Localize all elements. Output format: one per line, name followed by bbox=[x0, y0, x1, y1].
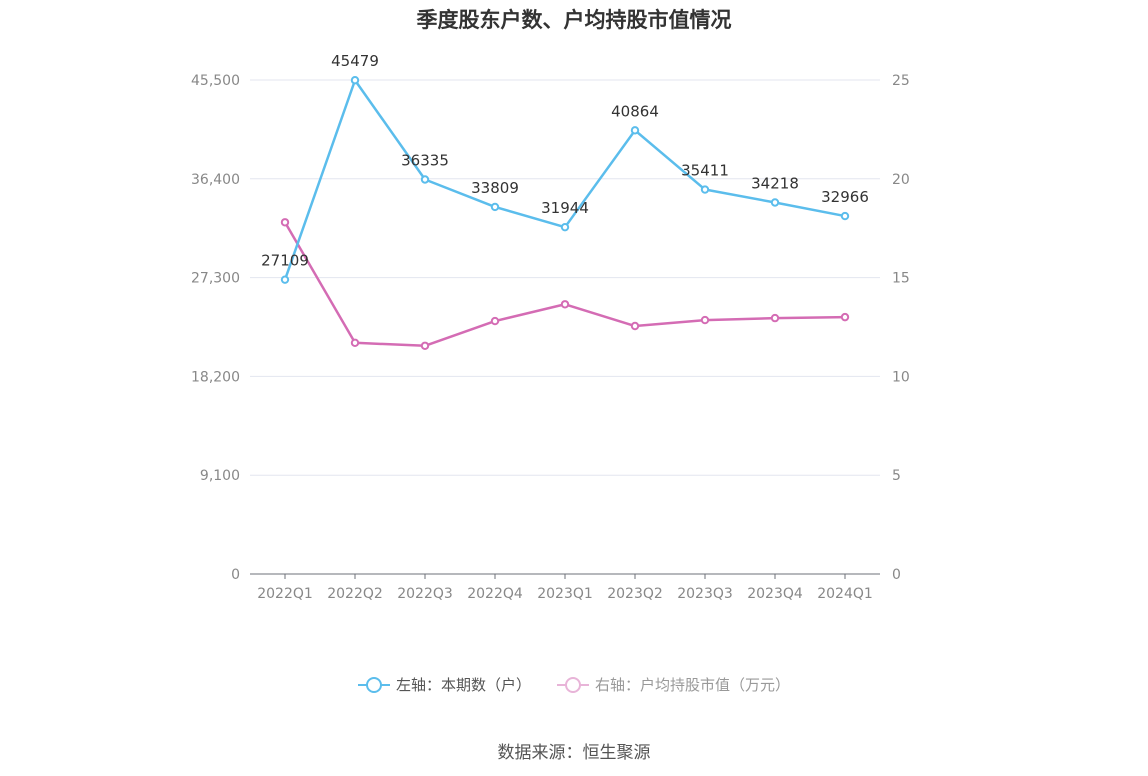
right-tick-label: 25 bbox=[892, 73, 910, 89]
data-source-note: 数据来源：恒生聚源 bbox=[497, 743, 651, 763]
legend-line-icon bbox=[357, 676, 390, 693]
point-avg-value bbox=[700, 315, 710, 325]
legend-label-left: 左轴：本期数（户） bbox=[395, 676, 531, 694]
point-shareholders bbox=[700, 185, 710, 194]
chart-title: 季度股东户数、户均持股市值情况 bbox=[416, 8, 732, 32]
point-shareholders bbox=[350, 76, 360, 85]
point-shareholders bbox=[630, 126, 640, 135]
gridlines bbox=[250, 79, 880, 476]
point-avg-value bbox=[840, 312, 850, 322]
point-shareholders bbox=[560, 222, 570, 232]
point-shareholders bbox=[420, 175, 430, 184]
data-label: 35411 bbox=[681, 162, 729, 180]
left-tick-label: 9,100 bbox=[200, 468, 240, 484]
point-avg-value bbox=[770, 313, 780, 323]
x-tick-label: 2022Q4 bbox=[467, 586, 523, 602]
legend-item-right-series[interactable]: 右轴：户均持股市值（万元） bbox=[557, 674, 790, 695]
data-label: 45479 bbox=[331, 52, 379, 70]
data-label: 36335 bbox=[401, 152, 449, 170]
right-tick-label: 20 bbox=[892, 172, 910, 188]
point-shareholders bbox=[280, 275, 290, 284]
data-label: 32966 bbox=[821, 188, 869, 206]
right-tick-label: 10 bbox=[892, 369, 910, 385]
point-avg-value bbox=[420, 341, 430, 350]
legend-label-right: 右轴：户均持股市值（万元） bbox=[595, 676, 791, 694]
right-tick-label: 15 bbox=[892, 271, 910, 287]
x-tick-label: 2023Q3 bbox=[677, 586, 733, 602]
data-label: 40864 bbox=[611, 102, 659, 120]
data-label: 27109 bbox=[261, 252, 309, 270]
point-avg-value bbox=[280, 218, 290, 227]
left-axis-ticks: 0 9,100 18,200 27,300 36,400 45,500 bbox=[191, 73, 240, 583]
legend-item-left-series[interactable]: 左轴：本期数（户） bbox=[357, 674, 531, 695]
point-avg-value bbox=[350, 338, 360, 348]
x-tick-label: 2023Q2 bbox=[607, 586, 663, 602]
x-tick-label: 2022Q3 bbox=[397, 586, 453, 602]
point-shareholders bbox=[840, 211, 850, 221]
data-labels: 27109 45479 36335 33809 31944 40864 35411 34218… bbox=[261, 52, 869, 269]
left-tick-label: 18,200 bbox=[191, 369, 240, 385]
series-layer bbox=[280, 76, 850, 350]
point-shareholders bbox=[770, 198, 780, 207]
left-tick-label: 0 bbox=[231, 567, 240, 583]
x-tick-label: 2024Q1 bbox=[817, 586, 873, 602]
right-tick-label: 0 bbox=[892, 567, 901, 583]
x-tick-label: 2023Q1 bbox=[537, 586, 593, 602]
point-shareholders bbox=[490, 202, 500, 212]
right-tick-label: 5 bbox=[892, 468, 901, 484]
right-axis-ticks: 0 5 10 15 20 25 bbox=[892, 73, 910, 583]
legend-line-icon bbox=[557, 676, 589, 693]
point-avg-value bbox=[630, 321, 640, 331]
data-label: 33809 bbox=[471, 179, 519, 197]
legend: 左轴：本期数（户） 右轴：户均持股市值（万元） bbox=[0, 674, 1148, 695]
point-avg-value bbox=[560, 300, 570, 309]
x-tick-label: 2022Q1 bbox=[257, 586, 313, 602]
left-tick-label: 27,300 bbox=[191, 271, 240, 287]
data-label: 34218 bbox=[751, 174, 799, 192]
x-axis: 2022Q1 2022Q2 2022Q3 2022Q4 2023Q1 2023Q2 2023… bbox=[250, 573, 880, 602]
left-tick-label: 45,500 bbox=[191, 73, 240, 89]
left-tick-label: 36,400 bbox=[191, 172, 240, 188]
data-label: 31944 bbox=[541, 199, 589, 217]
series-line-avg-value bbox=[283, 221, 846, 348]
x-tick-label: 2022Q2 bbox=[327, 586, 383, 602]
x-tick-label: 2023Q4 bbox=[747, 586, 803, 602]
point-avg-value bbox=[490, 316, 500, 326]
